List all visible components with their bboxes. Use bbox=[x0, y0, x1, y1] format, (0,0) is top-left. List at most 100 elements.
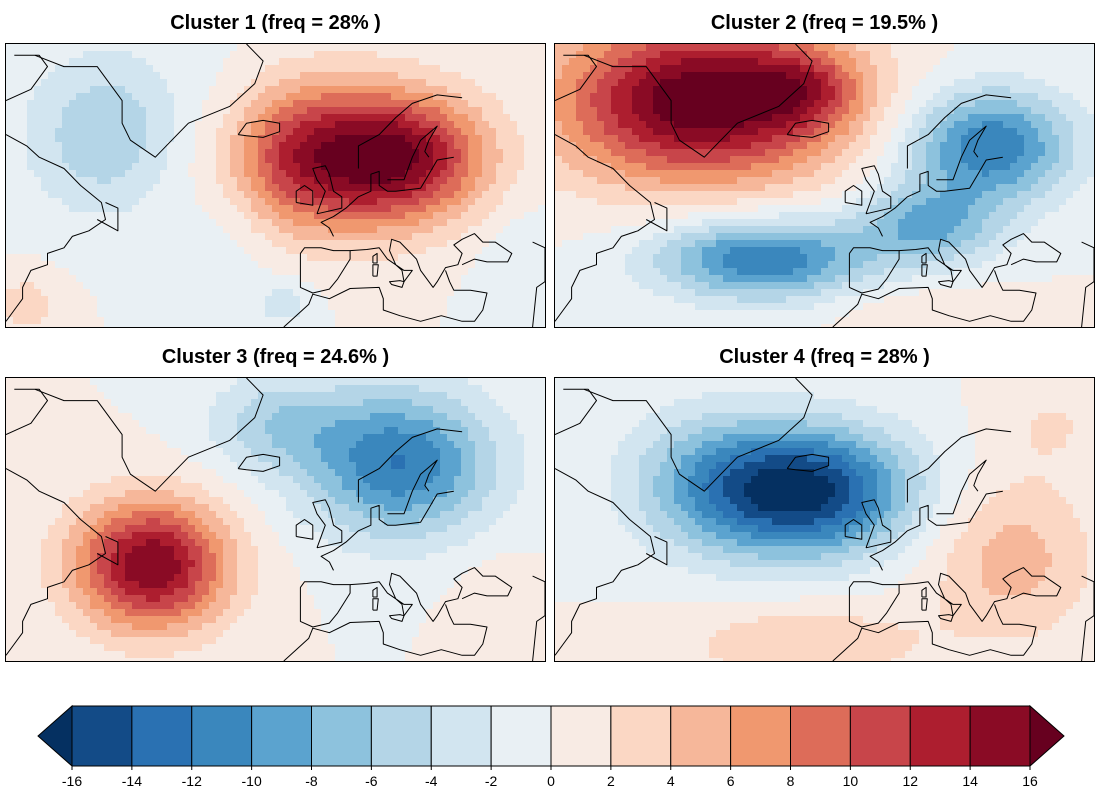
colorbar-segment bbox=[909, 705, 971, 767]
colorbar-tick-label: -10 bbox=[242, 773, 262, 789]
coastline bbox=[555, 54, 597, 102]
colorbar-segment bbox=[430, 705, 492, 767]
coastline bbox=[350, 567, 513, 622]
coastlines bbox=[555, 44, 1094, 327]
coastline bbox=[389, 614, 405, 622]
coastlines bbox=[6, 44, 545, 327]
coastline bbox=[283, 604, 488, 661]
coastline bbox=[583, 44, 813, 158]
colorbar-tick-label: 8 bbox=[787, 773, 795, 789]
colorbar-tick-label: -6 bbox=[365, 773, 378, 789]
coastlines bbox=[6, 378, 545, 661]
coastline bbox=[6, 388, 48, 436]
colorbar-extend-low bbox=[37, 704, 73, 768]
colorbar-tick-label: 2 bbox=[607, 773, 615, 789]
coastline bbox=[906, 428, 1012, 503]
colorbar-tick-label: -2 bbox=[485, 773, 498, 789]
anomaly-field bbox=[6, 378, 545, 661]
colorbar-tick-label: 6 bbox=[727, 773, 735, 789]
colorbar-tick-label: -4 bbox=[425, 773, 438, 789]
coastline bbox=[844, 185, 863, 206]
coastline bbox=[645, 202, 668, 232]
colorbar-segment bbox=[790, 705, 851, 767]
coastline bbox=[320, 490, 454, 571]
colorbar-tick-label: 4 bbox=[667, 773, 675, 789]
coastline bbox=[906, 94, 1012, 169]
coastline bbox=[645, 536, 668, 566]
coastline bbox=[786, 119, 830, 138]
colorbar-segment bbox=[550, 705, 612, 767]
coastline bbox=[921, 264, 928, 277]
coastline bbox=[357, 94, 463, 169]
coastline bbox=[299, 581, 351, 628]
colorbar-segment bbox=[131, 705, 193, 767]
coastline bbox=[312, 165, 343, 215]
coastline bbox=[237, 453, 281, 472]
coastline bbox=[320, 156, 454, 237]
coastline bbox=[936, 125, 987, 181]
panel-title: Cluster 3 (freq = 24.6% ) bbox=[161, 346, 390, 368]
coastline bbox=[583, 378, 813, 492]
map-cluster-2 bbox=[554, 43, 1095, 328]
coastline bbox=[938, 614, 954, 622]
coastline bbox=[938, 280, 954, 288]
colorbar-segment bbox=[191, 705, 253, 767]
coastline bbox=[844, 519, 863, 540]
colorbar-segment bbox=[311, 705, 372, 767]
panel-title: Cluster 2 (freq = 19.5% ) bbox=[710, 12, 939, 34]
coastline bbox=[237, 119, 281, 138]
coastline bbox=[34, 44, 264, 158]
coastline bbox=[921, 252, 927, 264]
coastline bbox=[899, 567, 1062, 622]
colorbar-segment bbox=[670, 705, 732, 767]
coastline bbox=[899, 233, 1062, 288]
panel-cluster-4: Cluster 4 (freq = 28% ) bbox=[554, 342, 1095, 664]
anomaly-field bbox=[6, 44, 545, 327]
coastline bbox=[1081, 575, 1094, 661]
coastline bbox=[921, 598, 928, 611]
coastline bbox=[921, 586, 927, 598]
anomaly-map bbox=[555, 378, 1094, 661]
panel-cluster-3: Cluster 3 (freq = 24.6% ) bbox=[5, 342, 546, 664]
anomaly-map bbox=[555, 44, 1094, 327]
coastlines bbox=[555, 378, 1094, 661]
coastline bbox=[869, 156, 1003, 237]
coastline bbox=[936, 459, 987, 515]
coastline bbox=[96, 536, 119, 566]
panel-cluster-1: Cluster 1 (freq = 28% ) bbox=[5, 8, 546, 330]
colorbar: -16 -14 -12 -10 -8 -6 -4 -2 0 2 4 6 8 10 12 14 16 bbox=[37, 704, 1065, 789]
colorbar-tick-label: -16 bbox=[62, 773, 82, 789]
coastline bbox=[555, 388, 597, 436]
coastline bbox=[295, 185, 314, 206]
coastline bbox=[295, 519, 314, 540]
coastline bbox=[555, 134, 655, 322]
coastline bbox=[832, 270, 1037, 327]
coastline bbox=[387, 459, 438, 515]
colorbar-segment bbox=[370, 705, 432, 767]
coastline bbox=[861, 499, 892, 549]
colorbar-segment bbox=[849, 705, 911, 767]
map-cluster-4 bbox=[554, 377, 1095, 662]
coastline bbox=[372, 586, 378, 598]
coastline bbox=[299, 247, 351, 294]
coastline bbox=[96, 202, 119, 232]
colorbar-tick-label: 0 bbox=[547, 773, 555, 789]
map-cluster-3 bbox=[5, 377, 546, 662]
panel-title: Cluster 4 (freq = 28% ) bbox=[719, 346, 930, 368]
coastline bbox=[848, 247, 900, 294]
anomaly-map bbox=[6, 378, 545, 661]
panel-cluster-2: Cluster 2 (freq = 19.5% ) bbox=[554, 8, 1095, 330]
colorbar-segment bbox=[610, 705, 672, 767]
colorbar-tick-label: 14 bbox=[962, 773, 978, 789]
coastline bbox=[869, 490, 1003, 571]
anomaly-field bbox=[555, 44, 1094, 327]
coastline bbox=[6, 468, 106, 656]
coastline bbox=[6, 54, 48, 102]
map-cluster-1 bbox=[5, 43, 546, 328]
colorbar-segment bbox=[251, 705, 312, 767]
colorbar-segment bbox=[969, 705, 1031, 767]
coastline bbox=[848, 581, 900, 628]
colorbar-tick-label: 12 bbox=[902, 773, 918, 789]
colorbar-tick-label: 16 bbox=[1022, 773, 1038, 789]
coastline bbox=[786, 453, 830, 472]
